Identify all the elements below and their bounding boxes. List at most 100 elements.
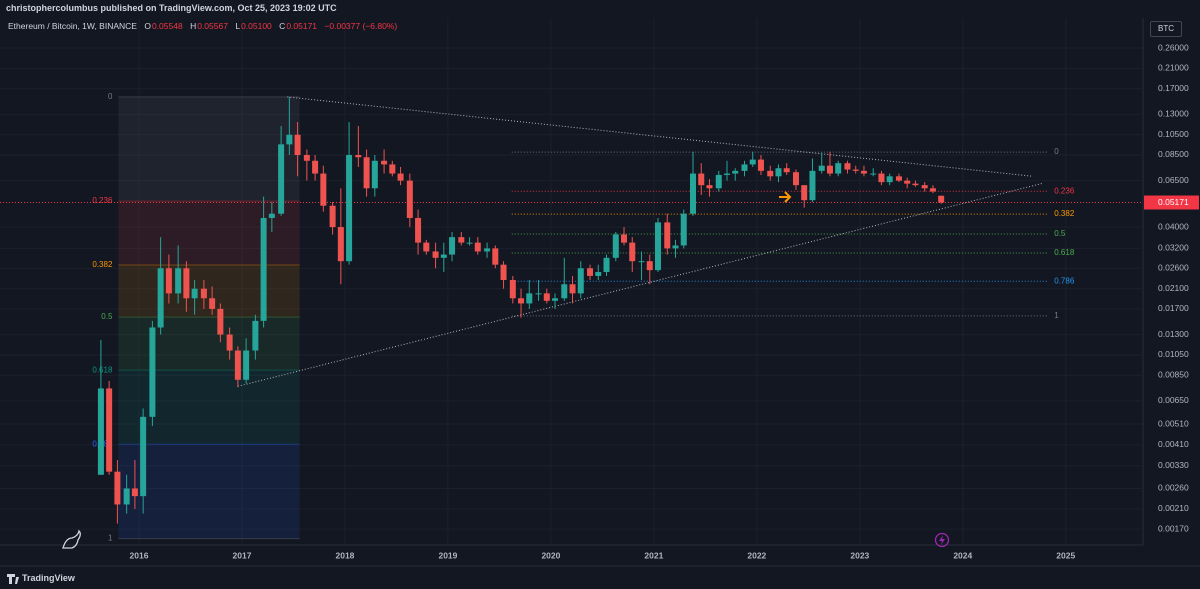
y-tick-label: 0.00330 <box>1158 460 1189 470</box>
candle-body <box>278 144 285 214</box>
candle-body <box>440 254 447 258</box>
mascot-icon <box>62 529 81 549</box>
y-tick-label: 0.00850 <box>1158 369 1189 379</box>
candle-body <box>243 350 250 380</box>
fib-label: 1 <box>1054 311 1059 320</box>
candle-body <box>389 164 396 174</box>
candle-body <box>690 173 697 214</box>
y-tick-label: 0.01300 <box>1158 329 1189 339</box>
candle-body <box>826 165 833 174</box>
candle-body <box>371 160 378 189</box>
candle-body <box>870 173 877 175</box>
candle-body <box>577 268 584 294</box>
y-tick-label: 0.13000 <box>1158 109 1189 119</box>
fib-label: 0.236 <box>92 196 113 205</box>
candle-body <box>809 170 816 201</box>
candle-body <box>629 242 636 262</box>
y-tick-label: 0.02100 <box>1158 283 1189 293</box>
candle-body <box>97 388 104 475</box>
candle-body <box>543 293 550 301</box>
candle-body <box>329 205 336 228</box>
lightning-icon <box>939 535 945 545</box>
candle-body <box>526 293 533 304</box>
candle-body <box>200 288 207 299</box>
candle-body <box>929 188 936 192</box>
fib-label: 0.236 <box>1054 186 1075 195</box>
candle-body <box>912 183 919 186</box>
axis-layer: 0.26000 0.21000 0.17000 0.13000 0.10500 0.085… <box>130 42 1199 560</box>
candle-body <box>680 213 687 246</box>
candle-body <box>603 257 610 273</box>
candle-body <box>654 222 661 271</box>
fib-zone <box>118 265 300 318</box>
candle-body <box>500 264 507 280</box>
candle-body <box>423 242 430 252</box>
candle-body <box>886 176 893 183</box>
byline: christophercolumbus published on Trading… <box>6 3 337 13</box>
ohlc-key: O <box>144 21 151 31</box>
candle-body <box>175 268 182 294</box>
y-tick-label: 0.03200 <box>1158 243 1189 253</box>
candle-layer <box>97 96 945 524</box>
candle-body <box>664 222 671 249</box>
y-tick-label: 0.10500 <box>1158 129 1189 139</box>
brand-logo <box>7 574 19 584</box>
candle-body <box>191 288 198 299</box>
candle-body <box>518 298 525 304</box>
y-tick-label: 0.01050 <box>1158 349 1189 359</box>
candle-body <box>938 195 945 203</box>
candle-body <box>140 416 147 497</box>
symbol-legend: Ethereum / Bitcoin, 1W, BINANCE O0.05548… <box>8 21 398 31</box>
x-tick-label: 2022 <box>747 550 766 560</box>
candle-body <box>209 298 216 309</box>
candle-body <box>346 154 353 262</box>
fib-label: 1 <box>108 534 113 543</box>
fib-label: 0.618 <box>92 365 113 374</box>
candle-body <box>381 160 388 165</box>
fib-label: 0.618 <box>1054 248 1075 257</box>
candle-body <box>595 272 602 276</box>
y-tick-label: 0.00510 <box>1158 418 1189 428</box>
candle-body <box>723 173 730 175</box>
fib-label: 0.382 <box>92 260 113 269</box>
candle-body <box>715 174 722 189</box>
y-tick-label: 0.00170 <box>1158 523 1189 533</box>
x-tick-label: 2025 <box>1056 550 1075 560</box>
change: −0.00377 (−6.80%) <box>324 21 398 31</box>
candle-body <box>852 169 859 171</box>
candle-body <box>612 234 619 258</box>
candle-body <box>569 284 576 294</box>
candle-body <box>252 320 259 351</box>
y-tick-label: 0.00260 <box>1158 483 1189 493</box>
x-tick-label: 2020 <box>541 550 560 560</box>
candle-body <box>157 268 164 328</box>
x-tick-label: 2023 <box>850 550 869 560</box>
candle-body <box>552 298 559 301</box>
fib-label: 0.382 <box>1054 209 1075 218</box>
candle-body <box>294 134 301 155</box>
fib-zone <box>118 444 300 539</box>
candle-body <box>183 268 190 299</box>
candle-body <box>466 242 473 244</box>
candle-body <box>320 173 327 206</box>
candle-body <box>217 308 224 335</box>
candle-body <box>355 154 362 158</box>
candle-body <box>234 350 241 380</box>
candle-body <box>835 163 842 174</box>
candle-body <box>706 185 713 189</box>
last-price-box <box>1144 195 1199 210</box>
candle-body <box>131 488 138 497</box>
candle-body <box>732 170 739 174</box>
candle-body <box>337 227 344 262</box>
currency-button[interactable]: BTC <box>1150 21 1182 37</box>
candle-body <box>165 268 172 294</box>
fib-label: 0.5 <box>1054 229 1066 238</box>
events-icon[interactable] <box>934 532 950 548</box>
grid-layer <box>0 18 1143 545</box>
candle-body <box>260 217 267 321</box>
candle-body <box>749 159 756 165</box>
fib-label: 0 <box>1054 147 1059 156</box>
candle-body <box>286 134 293 145</box>
